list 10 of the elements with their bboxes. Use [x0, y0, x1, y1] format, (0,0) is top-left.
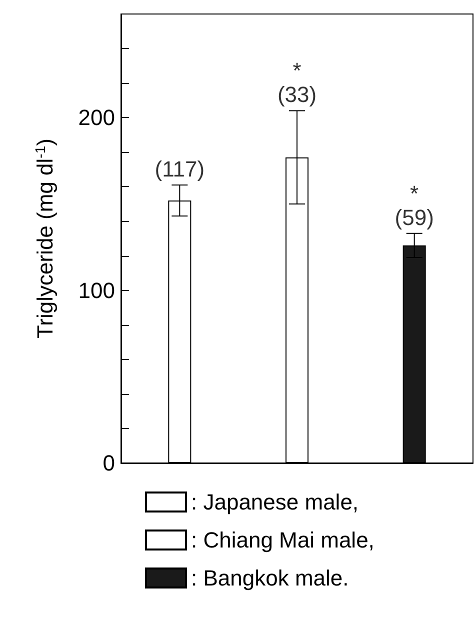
y-tick-label: 0	[102, 450, 115, 476]
annotation: * (59)	[394, 180, 434, 230]
legend-label: : Japanese male,	[191, 490, 359, 514]
annotation: (117)	[154, 156, 205, 182]
y-tick-label: 100	[78, 278, 115, 303]
annotation: * (33)	[277, 58, 317, 108]
y-axis-title: Triglyceride (mg dl-1)	[32, 138, 58, 338]
y-tick-label: 200	[78, 105, 115, 130]
legend-label: : Bangkok male.	[191, 566, 349, 590]
legend-label: : Chiang Mai male,	[191, 528, 374, 552]
